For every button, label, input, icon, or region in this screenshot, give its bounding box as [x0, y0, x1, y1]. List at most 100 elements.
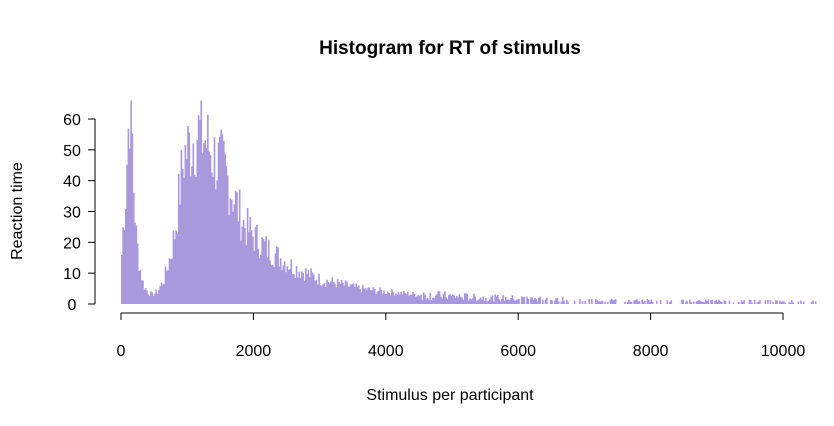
histogram-bar — [696, 300, 699, 304]
histogram-bar — [351, 284, 353, 304]
histogram-bar — [339, 284, 342, 304]
y-tick-label: 0 — [68, 297, 77, 314]
histogram-bar — [171, 258, 173, 304]
histogram-bar — [262, 238, 265, 304]
histogram-bar — [364, 288, 367, 304]
histogram-bar — [479, 297, 482, 304]
histogram-bar — [781, 301, 784, 304]
histogram-bar — [230, 199, 233, 304]
histogram-bar — [391, 289, 393, 304]
histogram-bar — [291, 274, 294, 304]
histogram-bar — [354, 287, 356, 304]
histogram-bar — [166, 270, 168, 304]
histogram-bar — [458, 294, 461, 304]
histogram-bar — [307, 270, 310, 304]
histogram-bar — [143, 289, 146, 304]
histogram-bar — [222, 140, 225, 304]
histogram-bar — [779, 300, 781, 304]
histogram-bar — [380, 289, 383, 304]
histogram-bar — [493, 301, 495, 304]
histogram-bar — [295, 266, 298, 304]
histogram-bar — [573, 300, 576, 304]
histogram-bar — [400, 291, 402, 304]
histogram-bar — [565, 299, 568, 304]
histogram-bar — [381, 293, 384, 304]
histogram-bar — [192, 143, 195, 304]
histogram-bar — [399, 294, 401, 304]
histogram-bar — [177, 174, 180, 304]
histogram-bar — [293, 274, 295, 304]
histogram-bar — [232, 211, 234, 304]
histogram-bar — [634, 299, 637, 304]
y-axis-ticks: 0 10 20 30 40 50 60 — [63, 112, 95, 314]
histogram-bar — [681, 299, 683, 304]
histogram-bar — [315, 279, 318, 304]
x-tick-label: 0 — [117, 343, 126, 360]
histogram-bar — [757, 301, 760, 304]
histogram-bar — [357, 285, 360, 304]
histogram-bar — [347, 286, 350, 304]
histogram-bar — [507, 299, 510, 304]
histogram-bar — [526, 296, 528, 304]
histogram-bar — [342, 282, 344, 304]
histogram-bar — [156, 293, 159, 304]
histogram-bar — [142, 280, 144, 304]
histogram-bar — [650, 299, 653, 304]
histogram-bar — [151, 292, 154, 304]
histogram-bar — [710, 300, 712, 304]
histogram-bar — [150, 291, 152, 304]
histogram-bar — [788, 302, 790, 304]
histogram-bar — [646, 299, 649, 304]
histogram-bar — [162, 284, 164, 304]
histogram-bar — [703, 302, 706, 304]
histogram-bar — [413, 293, 416, 304]
y-axis-label: Reaction time — [9, 162, 26, 260]
histogram-bar — [376, 291, 379, 304]
histogram-bar — [499, 301, 502, 304]
histogram-bar — [269, 260, 271, 304]
histogram-bar — [704, 299, 707, 304]
histogram-bar — [410, 294, 413, 304]
histogram-bar — [409, 294, 412, 304]
y-tick-label: 10 — [63, 266, 81, 283]
histogram-bar — [698, 299, 700, 304]
histogram-bar — [147, 294, 150, 304]
histogram-bar — [393, 295, 396, 304]
histogram-bar — [756, 302, 759, 304]
histogram-bar — [591, 298, 593, 304]
histogram-bar — [372, 287, 375, 304]
histogram-bar — [780, 302, 782, 304]
histogram-bar — [695, 301, 698, 304]
histogram-bar — [340, 279, 343, 304]
histogram-bar — [132, 192, 135, 304]
histogram-bar — [669, 301, 671, 304]
histogram-bar — [594, 298, 597, 304]
histogram-bar — [518, 299, 520, 304]
histogram-bar — [743, 300, 745, 304]
histogram-bar — [430, 300, 433, 304]
histogram-bar — [392, 292, 395, 304]
histogram-bar — [466, 293, 469, 304]
histogram-bar — [641, 299, 643, 304]
histogram-bar — [200, 100, 203, 304]
histogram-bar — [124, 208, 127, 304]
histogram-bar — [193, 174, 196, 304]
histogram-bar — [497, 295, 499, 304]
histogram-bar — [666, 300, 669, 304]
histogram-bar — [716, 301, 719, 304]
histogram-bar — [461, 297, 463, 304]
histogram-bar — [473, 293, 475, 304]
y-tick-label: 50 — [63, 143, 81, 160]
histogram-bar — [254, 227, 257, 304]
y-tick-label: 60 — [63, 112, 81, 129]
histogram-bar — [800, 300, 802, 304]
histogram-bar — [260, 254, 262, 304]
histogram-bar — [563, 300, 565, 304]
histogram-bar — [638, 301, 641, 304]
histogram-bar — [482, 296, 485, 304]
histogram-bar — [277, 247, 279, 304]
histogram-bar — [185, 159, 188, 304]
histogram-bar — [136, 243, 139, 304]
histogram-bar — [740, 300, 743, 304]
histogram-bar — [685, 301, 687, 304]
